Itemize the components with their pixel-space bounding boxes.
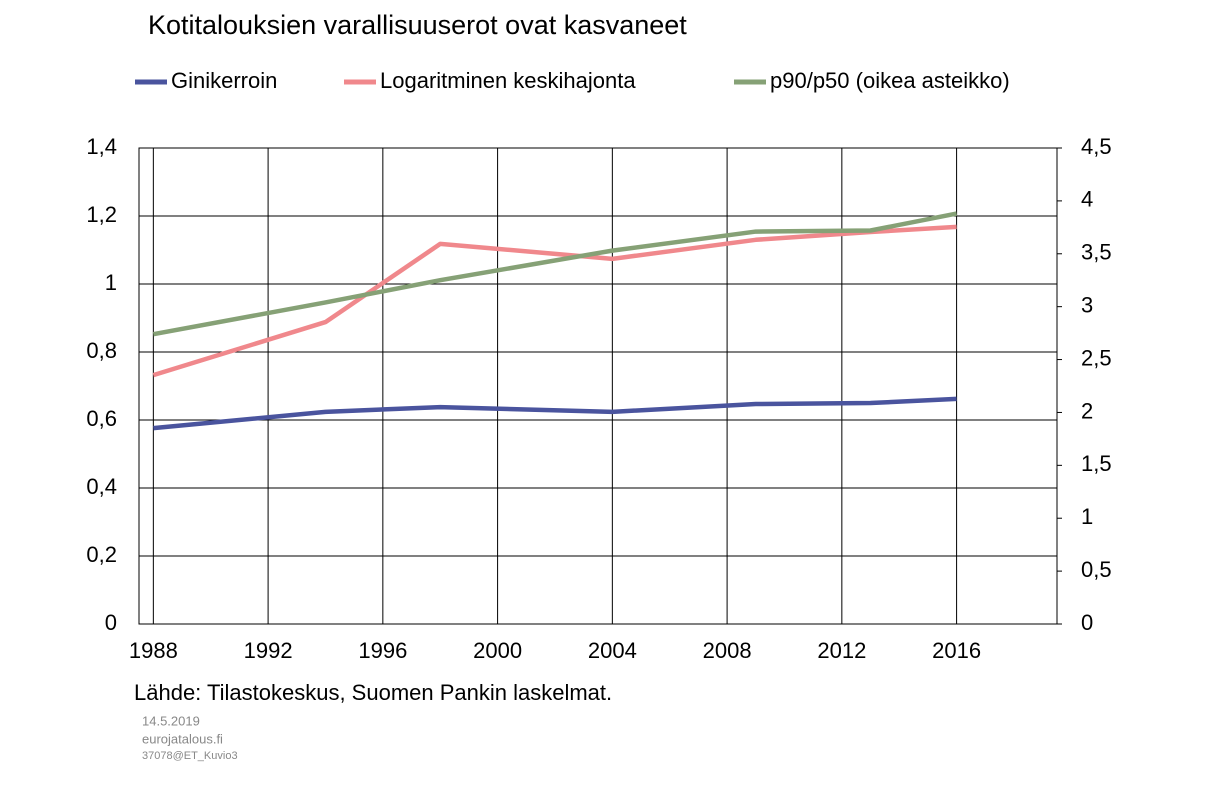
y-tick-label: 1,2	[86, 202, 117, 227]
source: Lähde: Tilastokeskus, Suomen Pankin lask…	[134, 680, 612, 705]
legend-label: p90/p50 (oikea asteikko)	[770, 68, 1010, 93]
y-tick-label: 1,4	[86, 134, 117, 159]
x-tick-label: 2012	[817, 638, 866, 663]
y2-tick-label: 0	[1081, 610, 1093, 635]
x-tick-label: 2016	[932, 638, 981, 663]
y-tick-label: 0,4	[86, 474, 117, 499]
y2-tick-label: 3	[1081, 292, 1093, 317]
site: eurojatalous.fi	[142, 731, 223, 746]
y-tick-label: 0,2	[86, 542, 117, 567]
x-tick-label: 1988	[129, 638, 178, 663]
y2-tick-label: 1,5	[1081, 451, 1112, 476]
x-tick-label: 1996	[358, 638, 407, 663]
x-tick-label: 1992	[244, 638, 293, 663]
y2-tick-label: 2	[1081, 398, 1093, 423]
x-tick-label: 2000	[473, 638, 522, 663]
y2-tick-label: 1	[1081, 504, 1093, 529]
y-tick-label: 0,8	[86, 338, 117, 363]
chart-title: Kotitalouksien varallisuuserot ovat kasv…	[148, 10, 687, 40]
y2-tick-label: 4,5	[1081, 134, 1112, 159]
x-tick-label: 2008	[703, 638, 752, 663]
series-line	[152, 224, 957, 378]
y-tick-label: 1	[105, 270, 117, 295]
code: 37078@ET_Kuvio3	[142, 750, 238, 762]
y2-tick-label: 0,5	[1081, 557, 1112, 582]
y-tick-label: 0	[105, 610, 117, 635]
x-tick-label: 2004	[588, 638, 637, 663]
date: 14.5.2019	[142, 713, 200, 728]
legend-label: Logaritminen keskihajonta	[380, 68, 636, 93]
y2-tick-label: 4	[1081, 187, 1093, 212]
legend-label: Ginikerroin	[171, 68, 277, 93]
y-tick-label: 0,6	[86, 406, 117, 431]
y2-tick-label: 3,5	[1081, 240, 1112, 265]
series-line	[153, 396, 957, 431]
series-line	[152, 211, 958, 337]
y2-tick-label: 2,5	[1081, 345, 1112, 370]
